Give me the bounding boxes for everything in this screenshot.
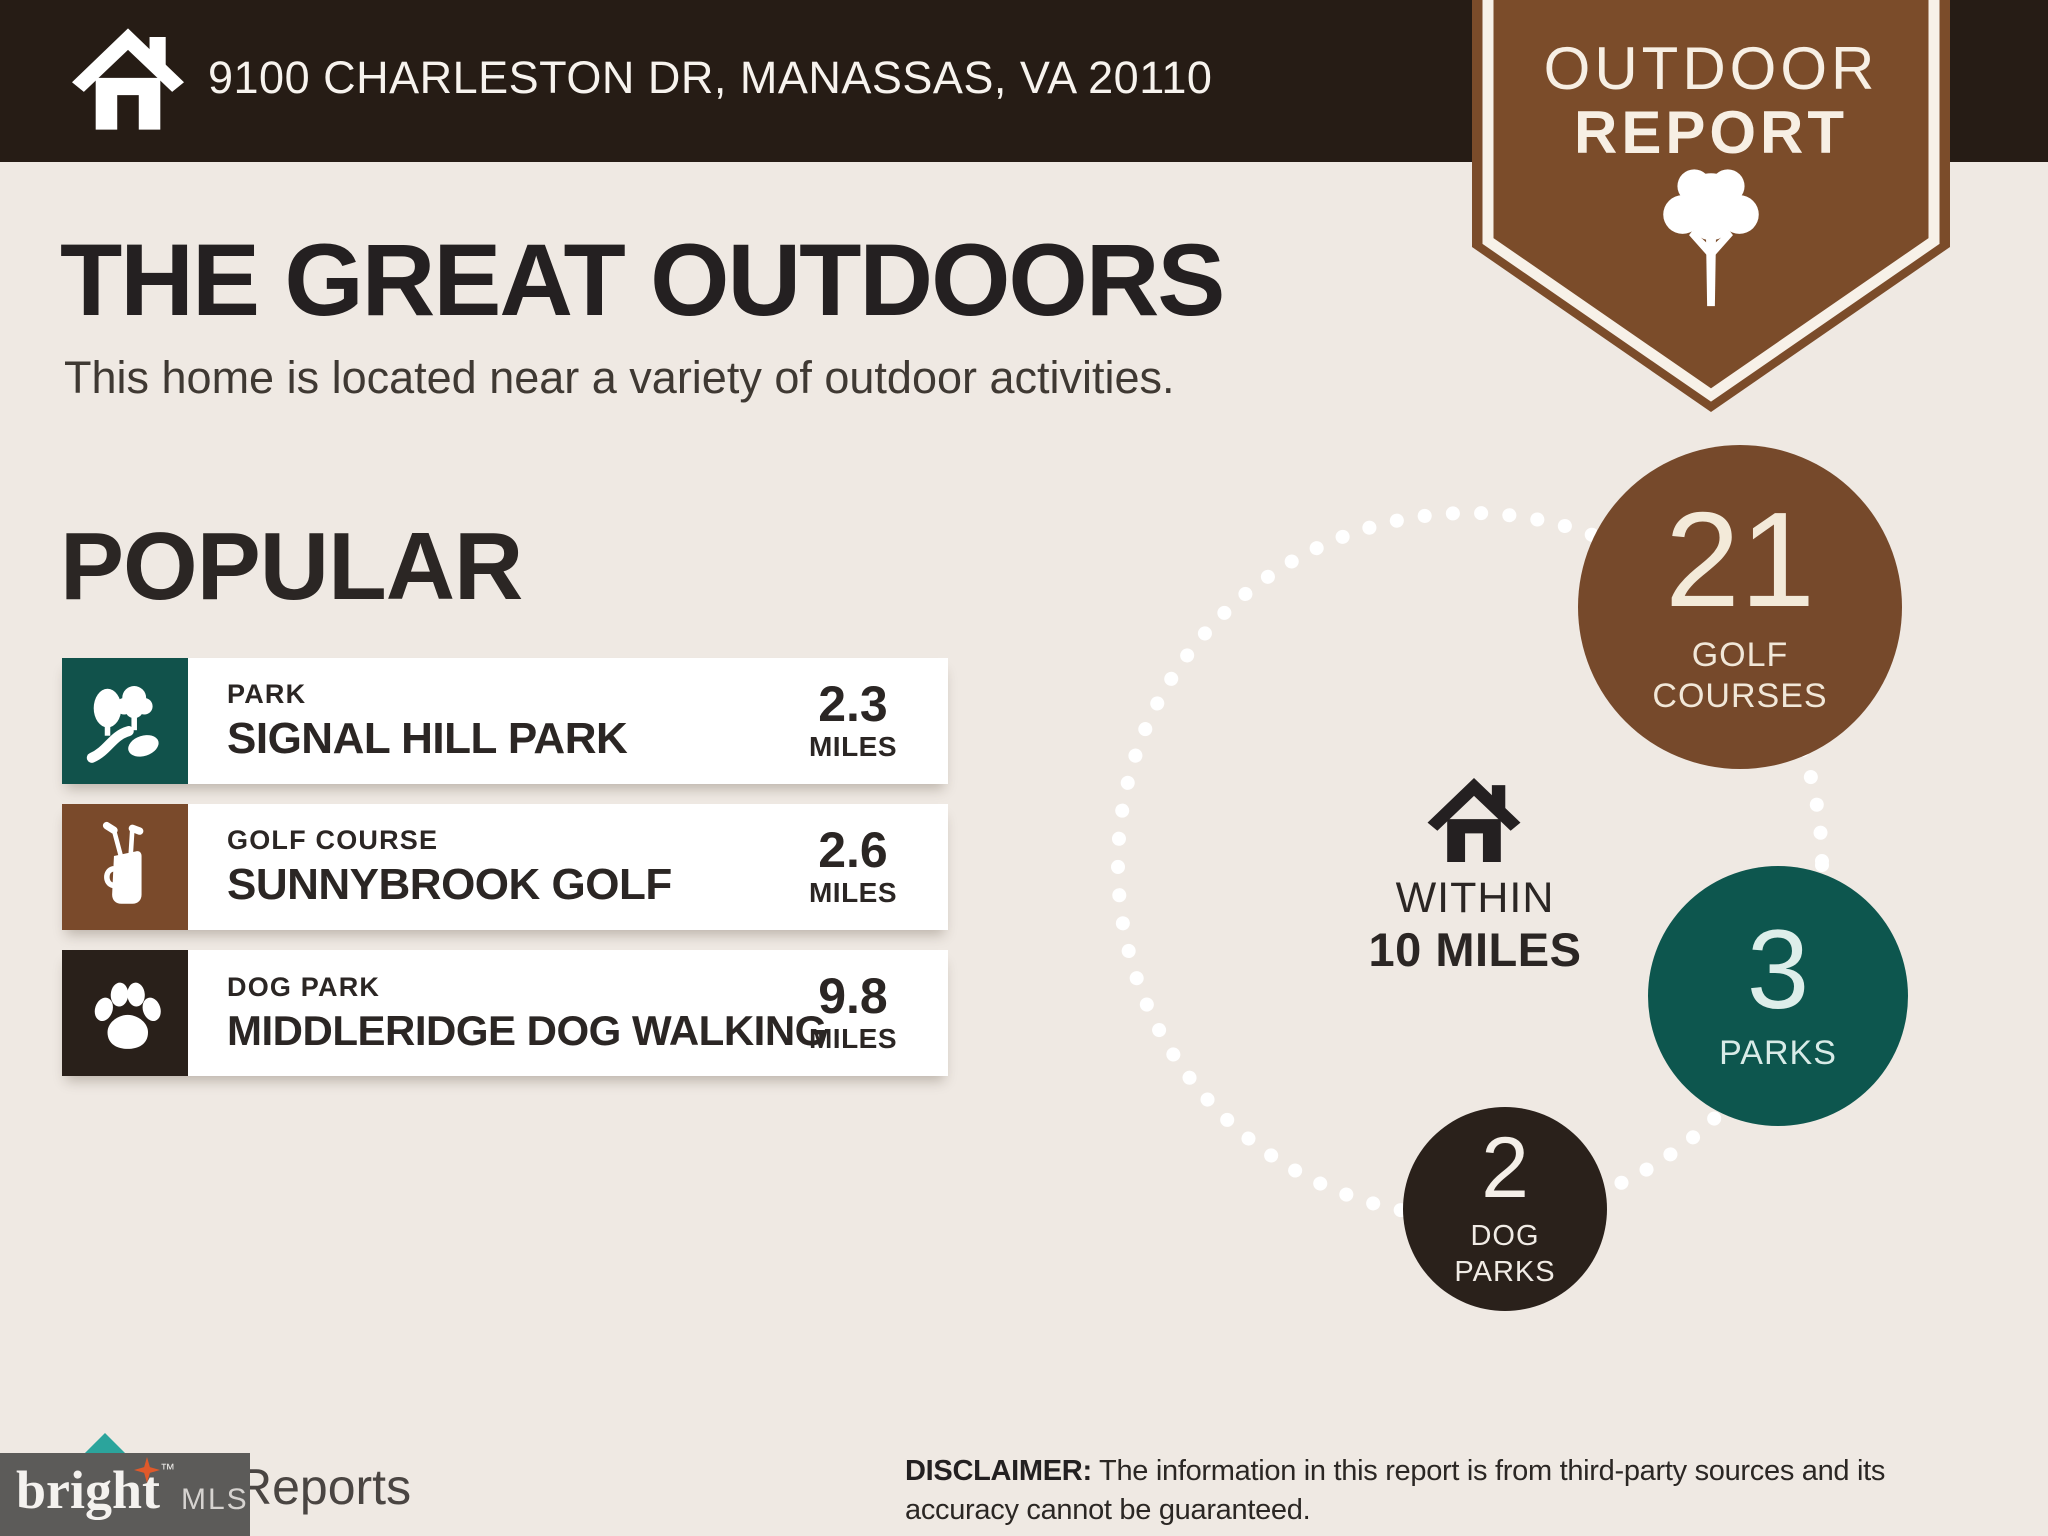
distance-unit: MILES — [808, 877, 898, 908]
stat-bubble-golf-courses: 21 GOLF COURSES — [1578, 445, 1902, 769]
stat-label: GOLF COURSES — [1652, 635, 1828, 716]
radius-dotted-circle — [1111, 506, 1829, 1224]
ribbon-title-line2: REPORT — [1573, 99, 1849, 166]
trademark-symbol: ™ — [160, 1461, 175, 1478]
disclaimer-label: DISCLAIMER: — [905, 1455, 1092, 1487]
tree-icon — [1663, 169, 1759, 307]
list-item-text: GOLF COURSE SUNNYBROOK GOLF — [227, 804, 672, 930]
list-item-distance: 9.8 MILES — [786, 950, 920, 1076]
distance-unit: MILES — [808, 731, 898, 762]
disclaimer-line1: The information in this report is from t… — [1091, 1455, 1886, 1487]
home-icon — [1427, 778, 1521, 862]
list-item-distance: 2.6 MILES — [786, 804, 920, 930]
ribbon-title-line1: OUTDOOR — [1543, 35, 1879, 102]
distance-value: 2.6 — [818, 822, 888, 878]
park-trees-icon — [86, 686, 159, 763]
disclaimer-line2: accuracy cannot be guaranteed. — [905, 1494, 1311, 1527]
list-item-name: SUNNYBROOK GOLF — [227, 859, 672, 909]
bright-mls-logo: bright ™ MLS — [0, 1453, 250, 1536]
park-icon-tile — [62, 658, 188, 784]
stat-label: PARKS — [1719, 1034, 1837, 1073]
stat-value: 21 — [1664, 484, 1816, 636]
list-item-category: PARK — [227, 678, 307, 709]
dog-icon-tile — [62, 950, 188, 1076]
brand-suffix: MLS — [181, 1483, 249, 1516]
stat-value: 3 — [1746, 907, 1810, 1033]
radius-label-within: WITHIN — [1395, 874, 1555, 922]
paw-icon — [94, 982, 161, 1049]
radius-label-distance: 10 MILES — [1368, 923, 1582, 976]
stat-bubble-dog-parks: 2 DOG PARKS — [1403, 1107, 1607, 1311]
golf-bag-icon — [102, 821, 144, 904]
page-subtitle: This home is located near a variety of o… — [64, 352, 1175, 403]
outdoor-report-ribbon: OUTDOOR REPORT — [1472, 0, 1950, 420]
stat-value: 2 — [1481, 1119, 1529, 1216]
list-item-text: DOG PARK MIDDLERIDGE DOG WALKING — [227, 950, 827, 1076]
list-item-distance: 2.3 MILES — [786, 658, 920, 784]
reports-logo-text: Reports — [236, 1459, 412, 1515]
star-icon — [134, 1457, 160, 1483]
page-title: THE GREAT OUTDOORS — [60, 223, 1225, 337]
stat-bubble-parks: 3 PARKS — [1648, 866, 1908, 1126]
list-item-golf: GOLF COURSE SUNNYBROOK GOLF 2.6 MILES — [62, 804, 948, 930]
distance-unit: MILES — [808, 1023, 898, 1054]
list-item-park: PARK SIGNAL HILL PARK 2.3 MILES — [62, 658, 948, 784]
popular-heading: POPULAR — [60, 513, 523, 620]
list-item-text: PARK SIGNAL HILL PARK — [227, 658, 628, 784]
golf-icon-tile — [62, 804, 188, 930]
list-item-category: DOG PARK — [227, 971, 381, 1002]
property-address: 9100 CHARLESTON DR, MANASSAS, VA 20110 — [208, 52, 1213, 103]
list-item-category: GOLF COURSE — [227, 824, 439, 855]
stat-label: DOG PARKS — [1454, 1220, 1556, 1288]
distance-value: 9.8 — [818, 968, 888, 1024]
home-icon — [72, 28, 184, 130]
list-item-name: SIGNAL HILL PARK — [227, 713, 628, 763]
list-item-name: MIDDLERIDGE DOG WALKING — [227, 1006, 827, 1054]
list-item-dog-park: DOG PARK MIDDLERIDGE DOG WALKING 9.8 MIL… — [62, 950, 948, 1076]
distance-value: 2.3 — [818, 676, 888, 732]
popular-list: PARK SIGNAL HILL PARK 2.3 MILES — [62, 658, 948, 1096]
disclaimer-text: DISCLAIMER: The information in this repo… — [905, 1452, 1885, 1530]
